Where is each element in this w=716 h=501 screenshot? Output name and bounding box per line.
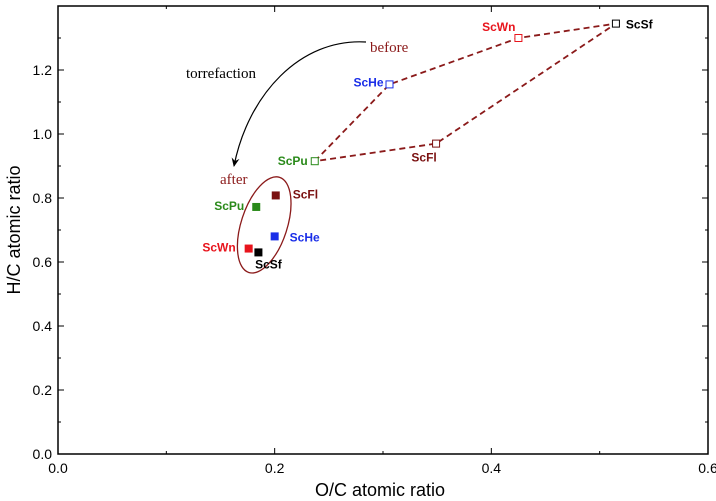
y-tick-label: 0.0 xyxy=(33,446,53,462)
before-label-ScSf: ScSf xyxy=(626,18,654,32)
y-tick-label: 1.0 xyxy=(33,126,53,142)
plot-frame xyxy=(57,5,709,455)
x-tick-label: 0.4 xyxy=(482,460,502,476)
before-label-ScHe: ScHe xyxy=(353,75,383,89)
y-tick-label: 0.4 xyxy=(33,318,53,334)
before-outline xyxy=(314,22,617,163)
before-outline-line xyxy=(314,22,617,163)
torrefaction-annotation: torrefaction xyxy=(186,66,256,82)
y-tick-label: 1.2 xyxy=(33,62,53,78)
after-label-ScSf: ScSf xyxy=(255,257,283,271)
after-label-ScWn: ScWn xyxy=(202,241,235,255)
after-point-ScSf xyxy=(254,248,263,257)
after-ellipse-shape xyxy=(236,176,292,274)
before-point-ScWn xyxy=(514,34,523,42)
before-label-ScWn: ScWn xyxy=(482,20,515,34)
data-points xyxy=(244,19,620,257)
after-ellipse xyxy=(236,176,292,274)
before-label-ScFl: ScFl xyxy=(411,151,436,165)
before-point-ScFl xyxy=(432,139,441,148)
axis-ticks: 0.0 0.2 0.4 0.6 0.0 0.2 0.4 0.6 0.8 1.0 1.2 xyxy=(33,6,716,476)
after-point-ScPu xyxy=(252,202,261,211)
x-axis-title: O/C atomic ratio xyxy=(315,480,445,500)
x-tick-label: 0.6 xyxy=(698,460,716,476)
after-point-ScFl xyxy=(271,191,280,200)
after-label-ScPu: ScPu xyxy=(214,199,244,213)
before-point-ScHe xyxy=(385,80,394,89)
after-point-ScHe xyxy=(270,232,279,241)
y-tick-label: 0.8 xyxy=(33,190,53,206)
after-annotation: after xyxy=(220,172,247,188)
point-labels: ScSf ScWn ScHe ScFl ScPu ScFl ScPu ScHe ScWn ScSf xyxy=(202,18,653,272)
y-axis-title: H/C atomic ratio xyxy=(4,165,24,294)
before-label-ScPu: ScPu xyxy=(278,154,308,168)
x-tick-label: 0.0 xyxy=(48,460,68,476)
before-point-ScSf xyxy=(611,19,620,28)
after-label-ScHe: ScHe xyxy=(290,230,320,244)
before-annotation: before xyxy=(370,40,409,56)
before-point-ScPu xyxy=(310,157,319,166)
y-tick-label: 0.6 xyxy=(33,254,53,270)
y-tick-label: 0.2 xyxy=(33,382,53,398)
torrefaction-arrow xyxy=(231,41,367,167)
after-label-ScFl: ScFl xyxy=(293,187,318,201)
x-tick-label: 0.2 xyxy=(265,460,285,476)
after-point-ScWn xyxy=(244,244,253,253)
